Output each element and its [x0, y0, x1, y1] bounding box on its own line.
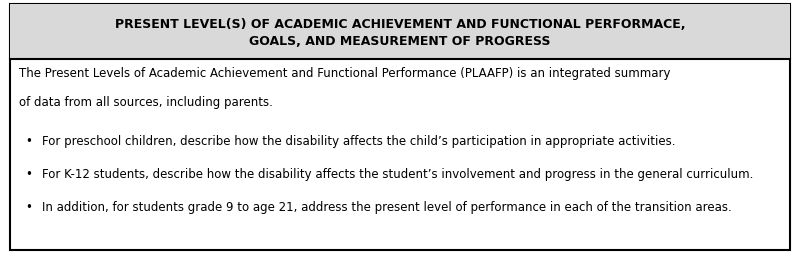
Text: •: • [26, 168, 32, 181]
Text: of data from all sources, including parents.: of data from all sources, including pare… [19, 96, 273, 109]
Text: For K-12 students, describe how the disability affects the student’s involvement: For K-12 students, describe how the disa… [42, 168, 753, 181]
Text: GOALS, AND MEASUREMENT OF PROGRESS: GOALS, AND MEASUREMENT OF PROGRESS [250, 35, 550, 47]
Bar [10, 4, 790, 59]
Text: •: • [26, 135, 32, 148]
Text: The Present Levels of Academic Achievement and Functional Performance (PLAAFP) i: The Present Levels of Academic Achieveme… [19, 67, 670, 80]
Text: •: • [26, 201, 32, 214]
Text: In addition, for students grade 9 to age 21, address the present level of perfor: In addition, for students grade 9 to age… [42, 201, 731, 214]
Text: PRESENT LEVEL(S) OF ACADEMIC ACHIEVEMENT AND FUNCTIONAL PERFORMACE,: PRESENT LEVEL(S) OF ACADEMIC ACHIEVEMENT… [114, 18, 686, 31]
Text: For preschool children, describe how the disability affects the child’s particip: For preschool children, describe how the… [42, 135, 675, 148]
